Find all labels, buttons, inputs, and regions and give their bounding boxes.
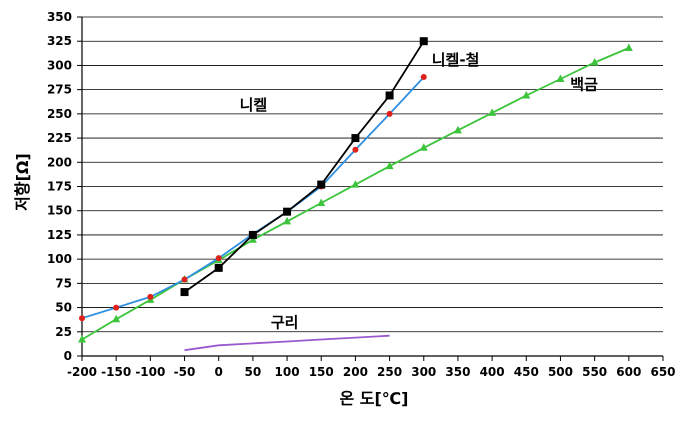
point-marker	[556, 74, 565, 82]
x-tick-label: 0	[215, 365, 223, 379]
point-marker	[352, 146, 359, 153]
x-tick-label: 300	[411, 365, 436, 379]
y-axis-title: 저항[Ω]	[13, 153, 32, 211]
series-label-0: 니켈	[240, 96, 268, 114]
point-marker	[419, 143, 428, 151]
x-tick-label: -200	[67, 365, 97, 379]
x-tick-label: 650	[650, 365, 675, 379]
y-tick-label: 75	[55, 276, 72, 290]
point-marker	[283, 207, 292, 216]
y-tick-label: 100	[47, 252, 72, 266]
point-marker	[248, 235, 257, 243]
series-label-3: 구리	[271, 313, 299, 331]
x-tick-label: 400	[480, 365, 505, 379]
point-marker	[419, 37, 428, 46]
y-tick-labels: 0 25 50 75 100 125 150 175 200 225 250 275 300 325 350	[47, 10, 72, 363]
series-line-2	[81, 47, 630, 341]
point-marker	[147, 293, 154, 300]
point-marker	[590, 58, 599, 66]
x-tick-label: 100	[275, 365, 300, 379]
x-axis-title: 온 도[℃]	[339, 389, 408, 408]
series-line-0	[183, 40, 425, 293]
point-marker	[317, 180, 326, 189]
x-tick-label: 500	[548, 365, 573, 379]
y-tick-label: 300	[47, 58, 72, 72]
series-layer	[78, 37, 633, 352]
y-tick-label: 350	[47, 10, 72, 24]
gridlines	[82, 16, 663, 333]
point-marker	[385, 161, 394, 170]
point-marker	[181, 276, 188, 283]
point-marker	[113, 304, 120, 311]
point-marker	[351, 180, 360, 188]
y-tick-label: 150	[47, 204, 72, 218]
y-tick-label: 275	[47, 83, 72, 97]
point-marker	[385, 91, 394, 100]
point-marker	[522, 90, 531, 99]
point-marker	[215, 255, 222, 262]
x-tick-label: 350	[445, 365, 470, 379]
x-tick-label: 200	[343, 365, 368, 379]
x-tick-label: 600	[616, 365, 641, 379]
x-tick-label: 50	[245, 365, 262, 379]
y-tick-label: 175	[47, 180, 72, 194]
x-tick-label: 450	[514, 365, 539, 379]
point-marker	[420, 74, 427, 81]
x-tick-label: -100	[135, 365, 165, 379]
point-marker	[488, 108, 497, 116]
x-tick-labels: -200 -150 -100 -50 0 50 100 150 200 250 300 350 400 4…	[67, 365, 676, 379]
y-tick-label: 325	[47, 34, 72, 48]
axes	[77, 16, 664, 361]
point-marker	[317, 198, 326, 206]
y-tick-label: 225	[47, 131, 72, 145]
y-tick-label: 200	[47, 155, 72, 169]
point-marker	[79, 315, 85, 322]
y-tick-label: 250	[47, 107, 72, 121]
x-tick-label: 150	[309, 365, 334, 379]
y-tick-label: 0	[64, 349, 72, 363]
point-marker	[283, 216, 292, 225]
point-marker	[386, 110, 393, 117]
point-marker	[351, 134, 360, 143]
x-tick-label: 250	[377, 365, 402, 379]
x-tick-label: -150	[101, 365, 131, 379]
y-tick-label: 25	[55, 325, 72, 339]
point-marker	[248, 230, 257, 239]
x-tick-label: 550	[582, 365, 607, 379]
series-line-3	[184, 334, 390, 352]
series-label-1: 니켈-철	[432, 51, 480, 69]
point-marker	[453, 125, 462, 134]
y-tick-label: 125	[47, 228, 72, 242]
series-label-2: 백금	[570, 75, 598, 93]
point-marker	[112, 314, 121, 323]
point-marker	[214, 263, 223, 272]
x-tick-label: -50	[174, 365, 196, 379]
point-marker	[180, 288, 189, 297]
point-marker	[78, 335, 86, 343]
point-marker	[624, 43, 633, 51]
y-tick-label: 50	[55, 301, 72, 315]
